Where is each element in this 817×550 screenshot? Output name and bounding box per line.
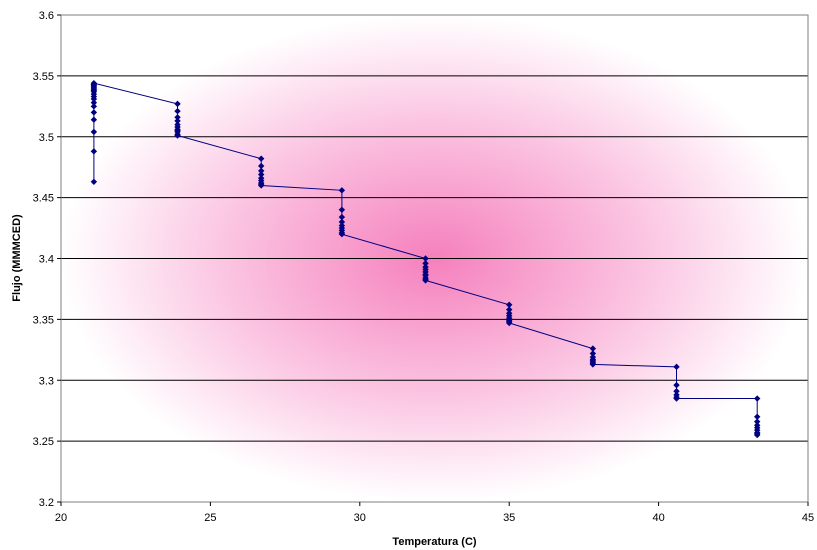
data-point <box>338 206 346 213</box>
y-axis-title: Flujo (MMMCED) <box>11 214 23 302</box>
data-point <box>90 116 98 123</box>
data-point <box>257 167 265 175</box>
data-point <box>257 171 265 178</box>
data-point <box>673 363 680 371</box>
y-tick-label: 3.6 <box>39 10 54 22</box>
y-tick-label: 3.4 <box>39 254 54 266</box>
series-markers <box>90 79 761 439</box>
data-point <box>422 277 429 284</box>
x-axis: 20 25 30 35 40 45 <box>55 502 814 524</box>
y-tick-label: 3.3 <box>39 375 54 387</box>
data-point <box>754 395 761 402</box>
data-point <box>174 107 181 115</box>
data-point <box>90 148 98 155</box>
data-point <box>422 255 429 262</box>
data-point <box>174 117 181 125</box>
data-point <box>90 109 98 116</box>
data-point <box>589 345 597 352</box>
y-tick-label: 3.45 <box>33 193 54 205</box>
x-tick-label: 40 <box>652 512 664 524</box>
data-point <box>506 319 513 327</box>
data-point <box>174 114 181 121</box>
data-point <box>506 301 513 308</box>
x-tick-label: 45 <box>802 512 814 524</box>
data-point <box>338 187 346 194</box>
y-tick-label: 3.5 <box>39 132 54 144</box>
x-tick-label: 20 <box>55 512 67 524</box>
data-point <box>90 128 98 136</box>
data-point <box>174 132 181 139</box>
y-tick-label: 3.25 <box>33 436 54 448</box>
data-point <box>90 103 98 110</box>
gridlines <box>61 75 808 442</box>
data-point <box>90 79 98 87</box>
data-point <box>589 361 597 368</box>
x-axis-title: Temperatura (C) <box>392 536 476 548</box>
data-point <box>90 99 98 106</box>
y-tick-label: 3.35 <box>33 314 54 326</box>
data-point <box>257 162 265 170</box>
data-point <box>589 350 597 357</box>
x-tick-label: 30 <box>354 512 366 524</box>
data-point <box>257 182 265 189</box>
data-point <box>754 413 761 420</box>
data-point <box>754 418 761 425</box>
data-point <box>338 218 346 226</box>
y-tick-label: 3.2 <box>39 497 54 509</box>
data-point <box>673 388 680 395</box>
x-tick-label: 35 <box>503 512 515 524</box>
data-point <box>422 260 429 267</box>
data-point <box>673 381 680 389</box>
data-point <box>754 431 761 439</box>
data-point <box>673 395 680 402</box>
data-point <box>90 178 98 185</box>
x-tick-label: 25 <box>204 512 216 524</box>
y-tick-label: 3.55 <box>33 71 54 83</box>
data-point <box>338 213 346 221</box>
data-point <box>338 230 346 238</box>
data-point <box>257 155 265 162</box>
data-point <box>174 100 181 108</box>
data-point <box>506 306 513 313</box>
y-axis: 3.2 3.25 3.3 3.35 3.4 3.45 3.5 3.55 3.6 <box>33 10 62 509</box>
